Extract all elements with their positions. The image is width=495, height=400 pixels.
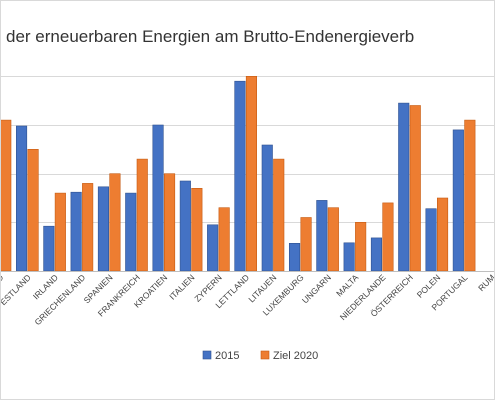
bar-series1-3: [70, 191, 82, 272]
bar-series2-13: [355, 222, 367, 272]
bar-series1-9: [234, 80, 246, 272]
bar-series1-14: [370, 237, 383, 272]
bar-series1-11: [288, 243, 301, 272]
bar-series1-10: [261, 144, 273, 272]
bar-series1-12: [316, 200, 328, 272]
legend: 2015 Ziel 2020: [202, 350, 318, 362]
bar-series2-5: [136, 158, 148, 272]
bar-series1-5: [125, 192, 137, 272]
bar-series2-1: [27, 149, 39, 272]
bar-series2-7: [191, 188, 203, 272]
bar-series1-15: [398, 102, 410, 272]
bar-series1-1: [15, 125, 28, 272]
bar-series1-16: [425, 208, 437, 272]
bar-series2-16: [436, 197, 449, 272]
bar-series1-2: [43, 225, 55, 272]
bar-series2-2: [54, 192, 66, 272]
bar-series2-0: [0, 119, 12, 272]
legend-swatch: [202, 350, 212, 360]
bar-series1-13: [343, 242, 355, 272]
bar-series2-11: [300, 217, 312, 272]
bar-series2-6: [164, 173, 176, 272]
bar-series2-3: [82, 183, 94, 272]
legend-label: Ziel 2020: [273, 350, 318, 362]
bar-series1-17: [452, 129, 464, 272]
bar-series2-15: [409, 105, 421, 272]
bar-series2-8: [218, 207, 230, 272]
bars: [0, 76, 476, 272]
bar-series2-12: [327, 207, 339, 272]
bar-series1-7: [179, 180, 191, 272]
bar-series2-4: [109, 173, 121, 272]
bar-series1-8: [207, 224, 219, 272]
bar-series1-4: [97, 186, 109, 272]
legend-label: 2015: [215, 350, 239, 362]
bar-series2-17: [464, 119, 476, 272]
bar-series2-10: [273, 158, 285, 272]
chart-title: der erneuerbaren Energien am Brutto-Ende…: [6, 27, 414, 46]
bar-series2-9: [245, 76, 257, 272]
legend-swatch: [260, 350, 270, 360]
bar-series1-6: [152, 124, 164, 272]
bar-series2-14: [382, 202, 394, 272]
